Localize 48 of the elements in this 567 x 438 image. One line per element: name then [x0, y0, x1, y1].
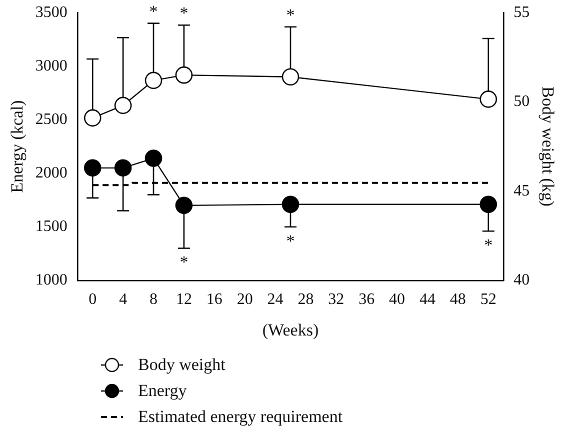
data-label: * — [149, 2, 158, 21]
x-tick-label: 28 — [298, 291, 314, 308]
point — [480, 90, 498, 108]
x-tick-label: 8 — [150, 291, 158, 308]
x-tick-label: 20 — [236, 291, 253, 308]
point — [144, 150, 162, 167]
y-tick-label: 3000 — [35, 57, 68, 74]
x-tick-label: 16 — [206, 291, 222, 308]
point — [84, 109, 102, 127]
y2-tick-label: 40 — [514, 272, 530, 289]
point — [175, 196, 193, 214]
data-label: * — [286, 5, 295, 24]
data-label: * — [180, 252, 188, 272]
x-tick-label: 48 — [450, 291, 466, 308]
x-tick-label: 40 — [389, 291, 406, 308]
y-tick-label: 2000 — [35, 164, 68, 182]
x-tick-label: 52 — [480, 291, 496, 308]
point — [282, 196, 300, 213]
data-label: * — [484, 236, 493, 255]
x-tick-label: 32 — [328, 291, 344, 308]
point — [144, 72, 162, 90]
point — [84, 159, 102, 177]
y2-axis-title: Body weight (kg) — [538, 86, 558, 206]
x-tick-label: 36 — [358, 291, 375, 308]
legend-label: Body weight — [138, 355, 226, 375]
legend-label: Estimated energy requirement — [138, 407, 343, 427]
y2-tick-label: 55 — [514, 4, 530, 21]
point — [175, 66, 193, 84]
y-tick-label: 1500 — [35, 218, 68, 236]
x-tick-label: 24 — [267, 291, 284, 308]
x-tick-label: 4 — [119, 291, 128, 308]
x-tick-label: 12 — [176, 291, 192, 308]
data-label: * — [286, 231, 295, 250]
y-tick-label: 3500 — [35, 4, 68, 21]
y-tick-label: 2500 — [35, 110, 68, 128]
point — [480, 196, 498, 213]
y-tick-label: 1000 — [35, 272, 68, 289]
point — [282, 68, 300, 86]
point — [114, 159, 132, 177]
y-axis-title: Energy (kcal) — [8, 100, 27, 193]
point — [114, 96, 132, 114]
y2-tick-label: 45 — [514, 182, 530, 200]
x-tick-label: 0 — [88, 291, 97, 308]
y2-tick-label: 50 — [514, 93, 530, 110]
x-axis-title: (Weeks) — [262, 320, 319, 340]
x-tick-label: 44 — [419, 291, 436, 308]
data-label: * — [180, 4, 188, 23]
legend-label: Energy — [138, 381, 187, 401]
